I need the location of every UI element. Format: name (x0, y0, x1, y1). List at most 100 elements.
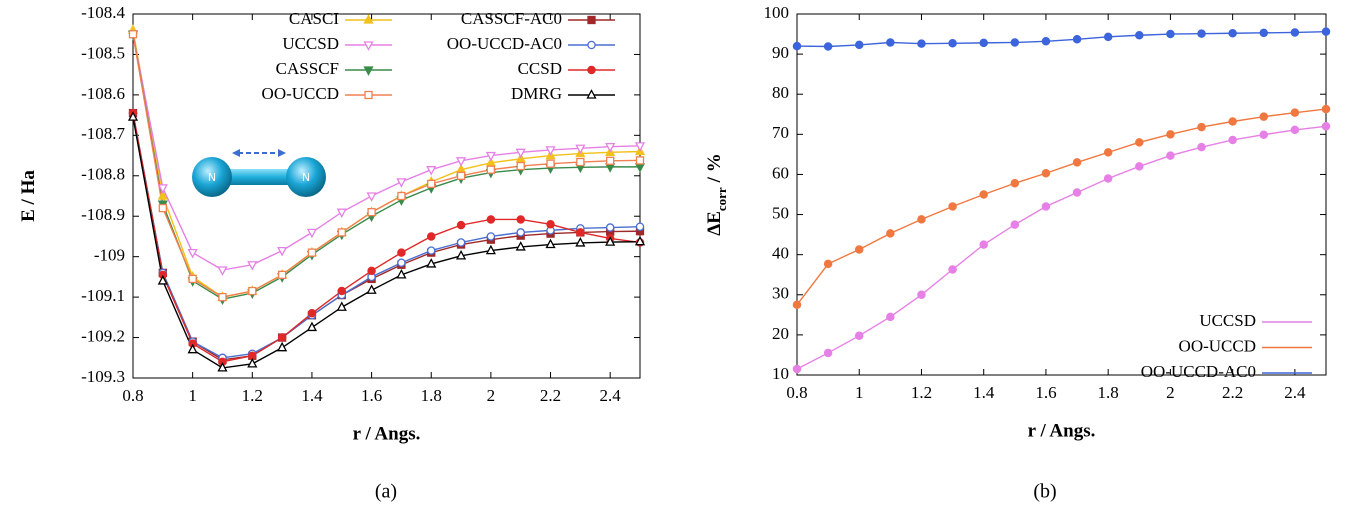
x-tick-label: 1.4 (301, 386, 323, 405)
marker (127, 111, 139, 121)
marker (1072, 158, 1082, 167)
marker (516, 215, 525, 224)
legend-marker (587, 40, 596, 50)
x-tick-label: 1.8 (421, 386, 442, 405)
x-tick-label: 1.8 (1098, 383, 1119, 402)
y-axis-label-part: ΔE (704, 211, 725, 236)
marker (1010, 220, 1020, 229)
marker (1259, 130, 1269, 139)
y-tick-label: -108.7 (81, 124, 125, 143)
series-line (132, 34, 641, 271)
x-tick-label: 1.2 (911, 383, 932, 402)
marker (426, 258, 437, 268)
x-tick-label: 0.8 (122, 386, 143, 405)
marker (157, 275, 168, 285)
legend-label: CASSCF (276, 59, 339, 78)
marker (1041, 202, 1051, 211)
legend-marker (587, 65, 596, 75)
y-tick-label: 20 (772, 324, 789, 343)
plot-area (792, 27, 1331, 374)
y-tick-label: -109.3 (81, 367, 125, 386)
marker (247, 261, 258, 271)
x-tick-label: 2.4 (1284, 383, 1306, 402)
x-tick-label: 2.2 (1222, 383, 1243, 402)
marker (1259, 112, 1269, 121)
series-line (132, 112, 641, 359)
atom (286, 157, 326, 197)
marker (456, 220, 466, 230)
marker (455, 249, 467, 260)
y-axis-label: E / Ha (18, 170, 39, 222)
legend-label: DMRG (511, 84, 562, 103)
series-line (132, 117, 641, 369)
y-tick-label: 30 (772, 284, 789, 303)
marker (634, 142, 646, 152)
marker (306, 321, 318, 332)
marker (1197, 122, 1206, 132)
marker (367, 208, 376, 217)
legend-marker (363, 41, 374, 51)
legend-marker (587, 15, 596, 25)
marker (1290, 28, 1300, 37)
marker (1010, 38, 1020, 47)
marker (277, 270, 287, 280)
y-tick-label: -108.8 (81, 165, 125, 184)
atom-label: N (208, 171, 216, 184)
marker (307, 248, 317, 257)
y-tick-label: 50 (772, 203, 789, 222)
marker (854, 40, 864, 50)
marker (1197, 142, 1206, 152)
marker (917, 290, 926, 300)
marker (605, 223, 615, 232)
x-axis-label: r / Angs. (1028, 420, 1096, 441)
marker (605, 143, 616, 153)
molecule-icon: N N (192, 149, 326, 197)
x-tick-label: 0.8 (786, 383, 807, 402)
marker (1166, 130, 1175, 139)
legend-label: OO-UCCD (262, 84, 339, 103)
legend-marker (586, 89, 597, 99)
marker (337, 286, 347, 296)
marker (277, 246, 288, 257)
marker (217, 266, 228, 276)
marker (575, 237, 586, 247)
marker (634, 163, 646, 173)
y-axis-label-part: E / Ha (18, 170, 39, 222)
x-tick-label: 2.4 (600, 386, 622, 405)
y-tick-label: -108.5 (81, 43, 125, 62)
marker (397, 191, 406, 201)
marker (396, 268, 407, 279)
marker (218, 292, 227, 302)
bond (212, 169, 306, 185)
legend-label: CASSCF-AC0 (461, 9, 562, 28)
x-tick-label: 1.4 (973, 383, 995, 402)
marker (366, 284, 377, 294)
x-tick-label: 2.2 (540, 386, 561, 405)
marker (426, 246, 436, 255)
marker (427, 179, 436, 189)
marker (158, 203, 167, 213)
marker (516, 228, 525, 237)
legend-label: UCCSD (1199, 311, 1256, 330)
marker (456, 171, 466, 180)
marker (307, 309, 317, 318)
x-tick-label: 1.6 (1035, 383, 1056, 402)
plot-area (127, 24, 646, 372)
marker (187, 343, 198, 354)
marker (979, 38, 988, 48)
marker (575, 144, 586, 155)
marker (188, 274, 197, 284)
x-tick-label: 1 (855, 383, 864, 402)
marker (1072, 188, 1082, 197)
marker (823, 42, 833, 51)
marker (1041, 168, 1051, 178)
legend-label: OO-UCCD (1179, 336, 1256, 355)
series-line (796, 30, 1327, 48)
marker (792, 300, 802, 310)
marker (516, 161, 525, 171)
y-tick-label: -108.9 (81, 205, 125, 224)
marker (247, 357, 258, 368)
marker (486, 232, 496, 241)
y-tick-label: 10 (772, 364, 789, 383)
marker (545, 238, 556, 249)
